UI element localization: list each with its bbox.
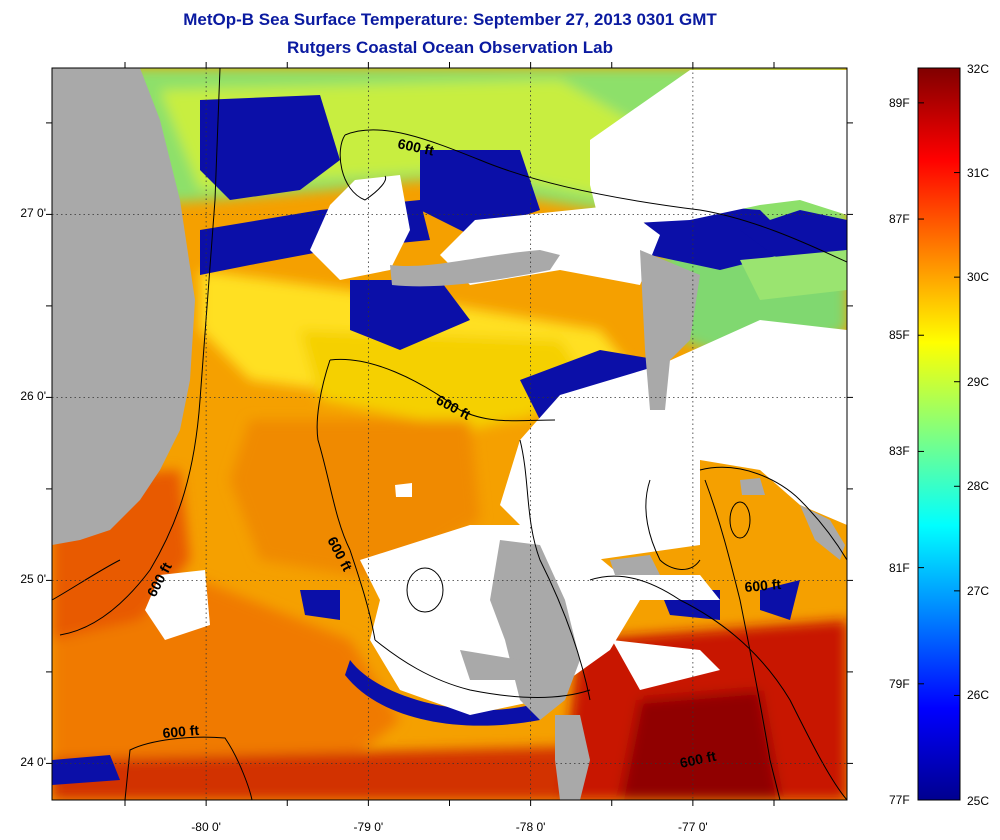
celsius-label: 29C — [967, 374, 990, 389]
fahrenheit-label: 89F — [889, 95, 910, 110]
celsius-label: 28C — [967, 479, 990, 494]
contour-label: 600 ft — [678, 748, 717, 771]
map-subtitle: Rutgers Coastal Ocean Observation Lab — [287, 38, 613, 57]
fahrenheit-label: 77F — [889, 793, 910, 807]
fahrenheit-label: 81F — [889, 560, 910, 575]
celsius-label: 25C — [967, 794, 990, 808]
isobath-contours — [52, 68, 847, 800]
celsius-label: 31C — [967, 165, 990, 180]
fahrenheit-label: 87F — [889, 212, 910, 227]
celsius-label: 30C — [967, 270, 990, 285]
contour-label: 600 ft — [744, 576, 782, 595]
lat-tick-label: 24 0' — [20, 755, 46, 770]
map-title: MetOp-B Sea Surface Temperature: Septemb… — [183, 10, 717, 29]
fahrenheit-label: 79F — [889, 676, 910, 691]
lat-tick-label: 27 0' — [20, 206, 46, 221]
lon-tick-label: -79 0' — [353, 820, 384, 834]
colorbar — [917, 67, 961, 801]
celsius-label: 32C — [967, 62, 990, 76]
lon-tick-label: -80 0' — [191, 820, 221, 834]
contour-label: 600 ft — [396, 135, 435, 158]
celsius-label: 27C — [967, 583, 990, 598]
fahrenheit-label: 83F — [889, 444, 910, 459]
lon-tick-label: -78 0' — [515, 820, 546, 834]
colorbar-ticks — [918, 67, 960, 801]
map-gridlines — [52, 68, 847, 800]
lat-tick-label: 25 0' — [20, 572, 46, 587]
celsius-label: 26C — [967, 688, 990, 703]
contour-label: 600 ft — [162, 722, 200, 741]
lat-tick-label: 26 0' — [20, 389, 46, 404]
fahrenheit-label: 85F — [889, 328, 910, 343]
lon-tick-label: -77 0' — [678, 820, 708, 834]
land-areas — [52, 68, 845, 800]
sst-field: 600 ft 600 ft 600 ft 600 ft 600 ft 600 f… — [52, 68, 847, 800]
map-ticks — [46, 62, 853, 806]
